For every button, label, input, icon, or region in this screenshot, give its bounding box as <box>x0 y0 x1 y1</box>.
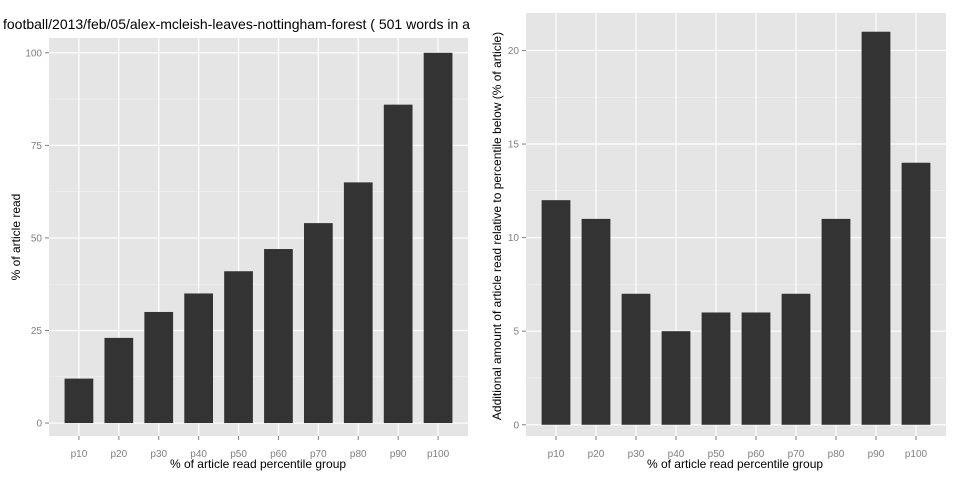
right-y-ticks: 0 5 10 15 20 <box>508 46 526 431</box>
right-y-axis-label: Additional amount of article read relati… <box>490 32 504 420</box>
bar-p100 <box>424 53 453 423</box>
bar-p20 <box>582 219 611 425</box>
y-tick-label: 50 <box>31 233 43 244</box>
x-tick-label-p80: p80 <box>350 449 367 460</box>
x-tick-label-p30: p30 <box>628 449 645 460</box>
x-tick-label-p100: p100 <box>427 449 450 460</box>
x-tick-label-p10: p10 <box>71 449 88 460</box>
bar-p30 <box>144 312 173 423</box>
y-tick-label: 75 <box>31 141 43 152</box>
y-tick-label: 0 <box>36 419 42 430</box>
bar-p10 <box>542 200 571 425</box>
bar-p40 <box>184 293 213 423</box>
left-x-axis-label: % of article read percentile group <box>170 457 346 471</box>
y-tick-label: 0 <box>513 420 519 431</box>
bar-p60 <box>742 312 771 424</box>
left-y-axis-label: % of article read <box>9 194 23 281</box>
y-tick-label: 5 <box>513 327 519 338</box>
bar-p50 <box>224 271 253 423</box>
y-tick-label: 20 <box>508 46 520 57</box>
x-tick-label-p100: p100 <box>905 449 928 460</box>
bar-p40 <box>662 331 691 425</box>
bar-p70 <box>304 223 333 423</box>
x-tick-label-p20: p20 <box>110 449 127 460</box>
left-chart-title: football/2013/feb/05/alex-mcleish-leaves… <box>3 16 470 32</box>
y-tick-label: 100 <box>25 48 42 59</box>
bar-p30 <box>622 294 651 425</box>
bar-p70 <box>782 294 811 425</box>
right-x-axis-label: % of article read percentile group <box>647 457 823 471</box>
bar-p100 <box>902 163 931 425</box>
bar-p50 <box>702 312 731 424</box>
y-tick-label: 25 <box>31 326 43 337</box>
bar-p90 <box>862 32 891 425</box>
left-y-ticks: 0 25 50 75 100 <box>25 48 49 429</box>
y-tick-label: 15 <box>508 140 520 151</box>
x-tick-label-p90: p90 <box>868 449 885 460</box>
bar-p10 <box>65 379 94 423</box>
bar-p80 <box>822 219 851 425</box>
x-tick-label-p90: p90 <box>390 449 407 460</box>
bar-p60 <box>264 249 293 423</box>
bar-p80 <box>344 182 373 423</box>
x-tick-label-p20: p20 <box>588 449 605 460</box>
x-tick-label-p30: p30 <box>150 449 167 460</box>
bar-p20 <box>104 338 133 423</box>
y-tick-label: 10 <box>508 233 520 244</box>
x-tick-label-p80: p80 <box>828 449 845 460</box>
bar-p90 <box>384 105 413 423</box>
left-chart: football/2013/feb/05/alex-mcleish-leaves… <box>3 16 470 471</box>
x-tick-label-p10: p10 <box>548 449 565 460</box>
